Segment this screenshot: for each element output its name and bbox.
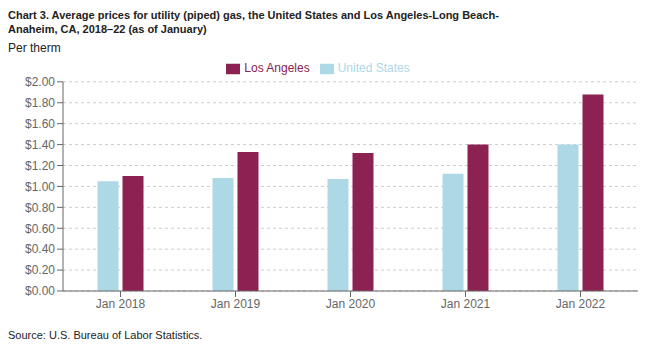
html-text:Source: U.S. Bureau of Labor S: Source: U.S. Bureau of Labor Statistics.: [8, 329, 203, 341]
svg-text:$0.60: $0.60: [25, 222, 55, 236]
svg-text:$0.00: $0.00: [25, 284, 55, 298]
svg-text:Jan 2021: Jan 2021: [441, 297, 491, 311]
html-text:United States: United States: [337, 61, 410, 75]
svg-text:Jan 2020: Jan 2020: [326, 297, 376, 311]
html-text:Per therm: Per therm: [8, 41, 61, 55]
svg-text:$0.80: $0.80: [25, 201, 55, 215]
svg-text:$1.00: $1.00: [25, 180, 55, 194]
svg-text:$1.20: $1.20: [25, 159, 55, 173]
svg-text:$1.80: $1.80: [25, 96, 55, 110]
svg-text:$0.40: $0.40: [25, 242, 55, 256]
svg-text:Jan 2018: Jan 2018: [96, 297, 146, 311]
svg-text:$1.60: $1.60: [25, 117, 55, 131]
html-text:Los Angeles: Los Angeles: [244, 61, 310, 75]
svg-text:$0.20: $0.20: [25, 263, 55, 277]
svg-text:Jan 2022: Jan 2022: [556, 297, 606, 311]
svg-text:Jan 2019: Jan 2019: [211, 297, 261, 311]
svg-text:$2.00: $2.00: [25, 75, 55, 89]
html-text:Anaheim, CA, 2018–22 (as of Ja: Anaheim, CA, 2018–22 (as of January): [8, 23, 207, 35]
svg-text:$1.40: $1.40: [25, 138, 55, 152]
html-text:Chart 3. Average prices for ut: Chart 3. Average prices for utility (pip…: [8, 9, 499, 21]
